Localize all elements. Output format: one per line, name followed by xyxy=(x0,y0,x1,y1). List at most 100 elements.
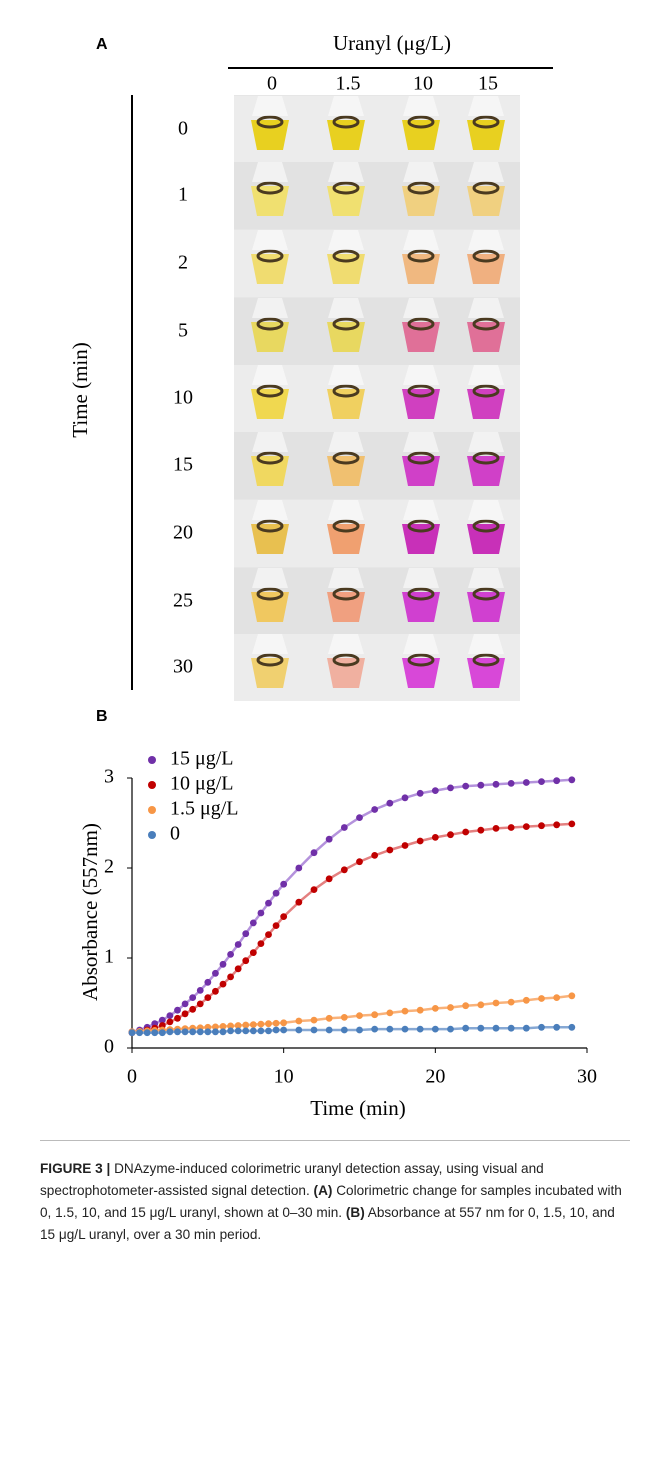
tube xyxy=(467,389,505,419)
data-point xyxy=(212,970,219,977)
panel-label: B xyxy=(96,708,108,725)
data-point xyxy=(553,821,560,828)
legend-marker xyxy=(148,831,156,839)
row-label: 5 xyxy=(178,320,188,342)
row-label: 20 xyxy=(173,522,193,544)
data-point xyxy=(235,965,242,972)
tube xyxy=(251,322,289,352)
data-point xyxy=(174,1007,181,1014)
data-point xyxy=(280,881,287,888)
tube-cap xyxy=(252,162,288,182)
data-point xyxy=(182,1028,189,1035)
data-point xyxy=(167,1028,174,1035)
row-title: Time (min) xyxy=(68,342,92,437)
data-point xyxy=(326,875,333,882)
tube xyxy=(402,254,440,284)
data-point xyxy=(265,1020,272,1027)
row-label: 2 xyxy=(178,252,188,274)
tube-cap xyxy=(252,432,288,452)
tube-cap xyxy=(403,568,439,588)
data-point xyxy=(273,890,280,897)
x-tick-label: 30 xyxy=(577,1066,597,1088)
tube xyxy=(467,456,505,486)
data-point xyxy=(508,999,515,1006)
tube xyxy=(467,658,505,688)
data-point xyxy=(273,922,280,929)
tube-cap xyxy=(403,432,439,452)
data-point xyxy=(242,930,249,937)
data-point xyxy=(356,858,363,865)
data-point xyxy=(568,992,575,999)
tube-cap xyxy=(252,568,288,588)
data-point xyxy=(273,1027,280,1034)
data-point xyxy=(197,1001,204,1008)
data-point xyxy=(250,920,257,927)
data-point xyxy=(341,1027,348,1034)
row-label: 1 xyxy=(178,184,188,206)
tube xyxy=(467,322,505,352)
data-point xyxy=(212,1028,219,1035)
tube-cap xyxy=(328,500,364,520)
x-tick-label: 0 xyxy=(127,1066,137,1088)
data-point xyxy=(174,1028,181,1035)
x-tick-label: 10 xyxy=(274,1066,294,1088)
tube xyxy=(327,524,365,554)
column-label: 0 xyxy=(267,73,277,95)
data-point xyxy=(311,849,318,856)
data-point xyxy=(250,949,257,956)
tube-cap xyxy=(252,365,288,385)
data-point xyxy=(258,910,265,917)
data-point xyxy=(220,981,227,988)
y-tick-label: 2 xyxy=(104,856,114,878)
data-point xyxy=(508,824,515,831)
data-point xyxy=(462,1002,469,1009)
data-point xyxy=(553,777,560,784)
row-label: 15 xyxy=(173,454,193,476)
data-point xyxy=(568,821,575,828)
data-point xyxy=(447,1004,454,1011)
tube-cap xyxy=(252,500,288,520)
data-point xyxy=(402,1026,409,1033)
tube-cap xyxy=(403,96,439,116)
data-point xyxy=(508,1025,515,1032)
data-point xyxy=(182,1010,189,1017)
tube-cap xyxy=(468,298,504,318)
column-label: 1.5 xyxy=(336,73,361,95)
tube xyxy=(251,120,289,150)
data-point xyxy=(538,822,545,829)
tube xyxy=(251,524,289,554)
data-point xyxy=(432,1026,439,1033)
data-point xyxy=(227,974,234,981)
panel-label: A xyxy=(96,36,108,53)
data-point xyxy=(204,1028,211,1035)
tube xyxy=(251,658,289,688)
tube-cap xyxy=(468,96,504,116)
data-point xyxy=(326,1027,333,1034)
data-point xyxy=(371,806,378,813)
tube-cap xyxy=(468,365,504,385)
data-point xyxy=(356,1027,363,1034)
data-point xyxy=(508,780,515,787)
tube-cap xyxy=(328,432,364,452)
data-point xyxy=(462,783,469,790)
data-point xyxy=(386,1010,393,1017)
tube xyxy=(327,658,365,688)
tube xyxy=(402,456,440,486)
tube-cap xyxy=(328,634,364,654)
tube xyxy=(327,389,365,419)
data-point xyxy=(386,847,393,854)
legend-label: 10 μg/L xyxy=(170,773,234,795)
data-point xyxy=(356,1012,363,1019)
tube-cap xyxy=(328,365,364,385)
data-point xyxy=(462,1025,469,1032)
tube-cap xyxy=(252,634,288,654)
data-point xyxy=(493,825,500,832)
tube xyxy=(251,456,289,486)
row-label: 30 xyxy=(173,656,193,678)
data-point xyxy=(258,1028,265,1035)
x-tick-label: 20 xyxy=(425,1066,445,1088)
data-point xyxy=(159,1029,166,1036)
data-point xyxy=(144,1029,151,1036)
data-point xyxy=(265,931,272,938)
